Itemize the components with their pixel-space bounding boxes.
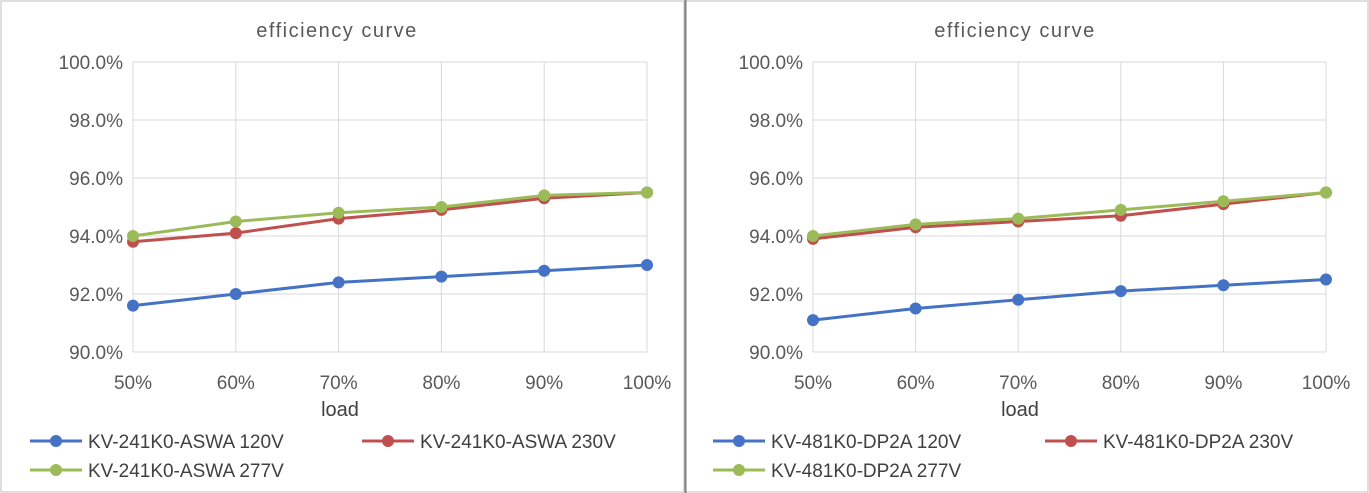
series-line bbox=[132, 263, 648, 308]
legend-label: KV-241K0-ASWA 120V bbox=[88, 432, 284, 453]
data-point bbox=[1320, 273, 1332, 286]
y-tick-label: 100.0% bbox=[739, 53, 804, 74]
chart-panel-left-frame bbox=[0, 0, 686, 493]
y-tick-label: 100.0% bbox=[59, 53, 124, 74]
x-tick-label: 100% bbox=[1302, 373, 1351, 394]
y-tick-label: 96.0% bbox=[749, 169, 803, 190]
data-point bbox=[1012, 212, 1025, 225]
data-point bbox=[1012, 293, 1025, 306]
chart-title: efficiency curve bbox=[934, 20, 1095, 42]
legend-label: KV-481K0-DP2A 120V bbox=[771, 432, 961, 453]
series-line bbox=[812, 191, 1327, 238]
data-point bbox=[229, 215, 242, 228]
y-tick-label: 90.0% bbox=[69, 343, 123, 364]
x-tick-label: 70% bbox=[320, 373, 358, 394]
x-axis-label: load bbox=[1001, 399, 1039, 421]
data-point bbox=[332, 206, 345, 219]
legend-swatch-marker bbox=[733, 464, 745, 476]
x-tick-label: 60% bbox=[897, 373, 935, 394]
series-line bbox=[812, 191, 1327, 241]
data-point bbox=[229, 227, 242, 240]
legend-swatch-marker bbox=[50, 464, 62, 476]
x-tick-label: 90% bbox=[525, 373, 563, 394]
data-point bbox=[229, 288, 242, 300]
data-point bbox=[909, 302, 922, 315]
series-line bbox=[132, 191, 648, 238]
data-point bbox=[127, 299, 139, 312]
y-tick-label: 90.0% bbox=[749, 343, 803, 364]
y-tick-label: 94.0% bbox=[749, 227, 803, 248]
x-tick-label: 100% bbox=[623, 373, 672, 394]
legend-label: KV-241K0-ASWA 277V bbox=[88, 461, 284, 482]
data-point bbox=[435, 201, 448, 213]
data-point bbox=[538, 189, 551, 202]
x-axis-label: load bbox=[321, 399, 359, 421]
y-tick-label: 96.0% bbox=[69, 169, 123, 190]
chart-plot: 90.0% 92.0% 94.0% 96.0% 98.0% 100.0% 50% 60% 70%… bbox=[713, 53, 1350, 482]
series-line bbox=[812, 278, 1327, 322]
data-point bbox=[807, 230, 819, 242]
data-point bbox=[909, 218, 922, 231]
x-tick-label: 90% bbox=[1204, 373, 1242, 394]
x-tick-label: 50% bbox=[794, 373, 832, 394]
y-tick-label: 98.0% bbox=[69, 111, 123, 132]
legend-swatch-marker bbox=[382, 435, 394, 447]
data-point bbox=[641, 259, 653, 271]
data-point bbox=[538, 264, 551, 277]
legend-swatch-marker bbox=[1065, 435, 1077, 447]
x-tick-label: 80% bbox=[422, 373, 460, 394]
x-tick-label: 50% bbox=[114, 373, 152, 394]
chart-title: efficiency curve bbox=[256, 20, 417, 42]
data-point bbox=[807, 314, 819, 327]
x-tick-label: 70% bbox=[999, 373, 1037, 394]
chart-plot: 90.0% 92.0% 94.0% 96.0% 98.0% 100.0% 50% 60% 70%… bbox=[30, 53, 671, 482]
legend-label: KV-481K0-DP2A 277V bbox=[771, 461, 961, 482]
x-tick-label: 60% bbox=[217, 373, 255, 394]
data-point bbox=[127, 230, 139, 242]
y-tick-label: 94.0% bbox=[69, 227, 123, 248]
series-line bbox=[132, 191, 648, 244]
y-tick-label: 92.0% bbox=[69, 285, 123, 306]
legend-label: KV-481K0-DP2A 230V bbox=[1103, 432, 1293, 453]
legend-swatch-marker bbox=[733, 435, 745, 447]
data-point bbox=[332, 276, 345, 289]
data-point bbox=[641, 186, 653, 199]
y-tick-label: 98.0% bbox=[749, 111, 803, 132]
data-point bbox=[1114, 285, 1127, 298]
data-point bbox=[1114, 203, 1127, 216]
chart-panel-right-frame bbox=[683, 0, 1369, 493]
chart-marks: 90.0% 92.0% 94.0% 96.0% 98.0% 100.0% 50% 60% 70%… bbox=[30, 53, 1350, 482]
data-point bbox=[1217, 279, 1230, 292]
legend-label: KV-241K0-ASWA 230V bbox=[420, 432, 616, 453]
data-point bbox=[1320, 186, 1332, 199]
x-tick-label: 80% bbox=[1102, 373, 1140, 394]
data-point bbox=[1217, 195, 1230, 208]
data-point bbox=[435, 270, 448, 283]
legend-swatch-marker bbox=[50, 435, 62, 447]
y-tick-label: 92.0% bbox=[749, 285, 803, 306]
